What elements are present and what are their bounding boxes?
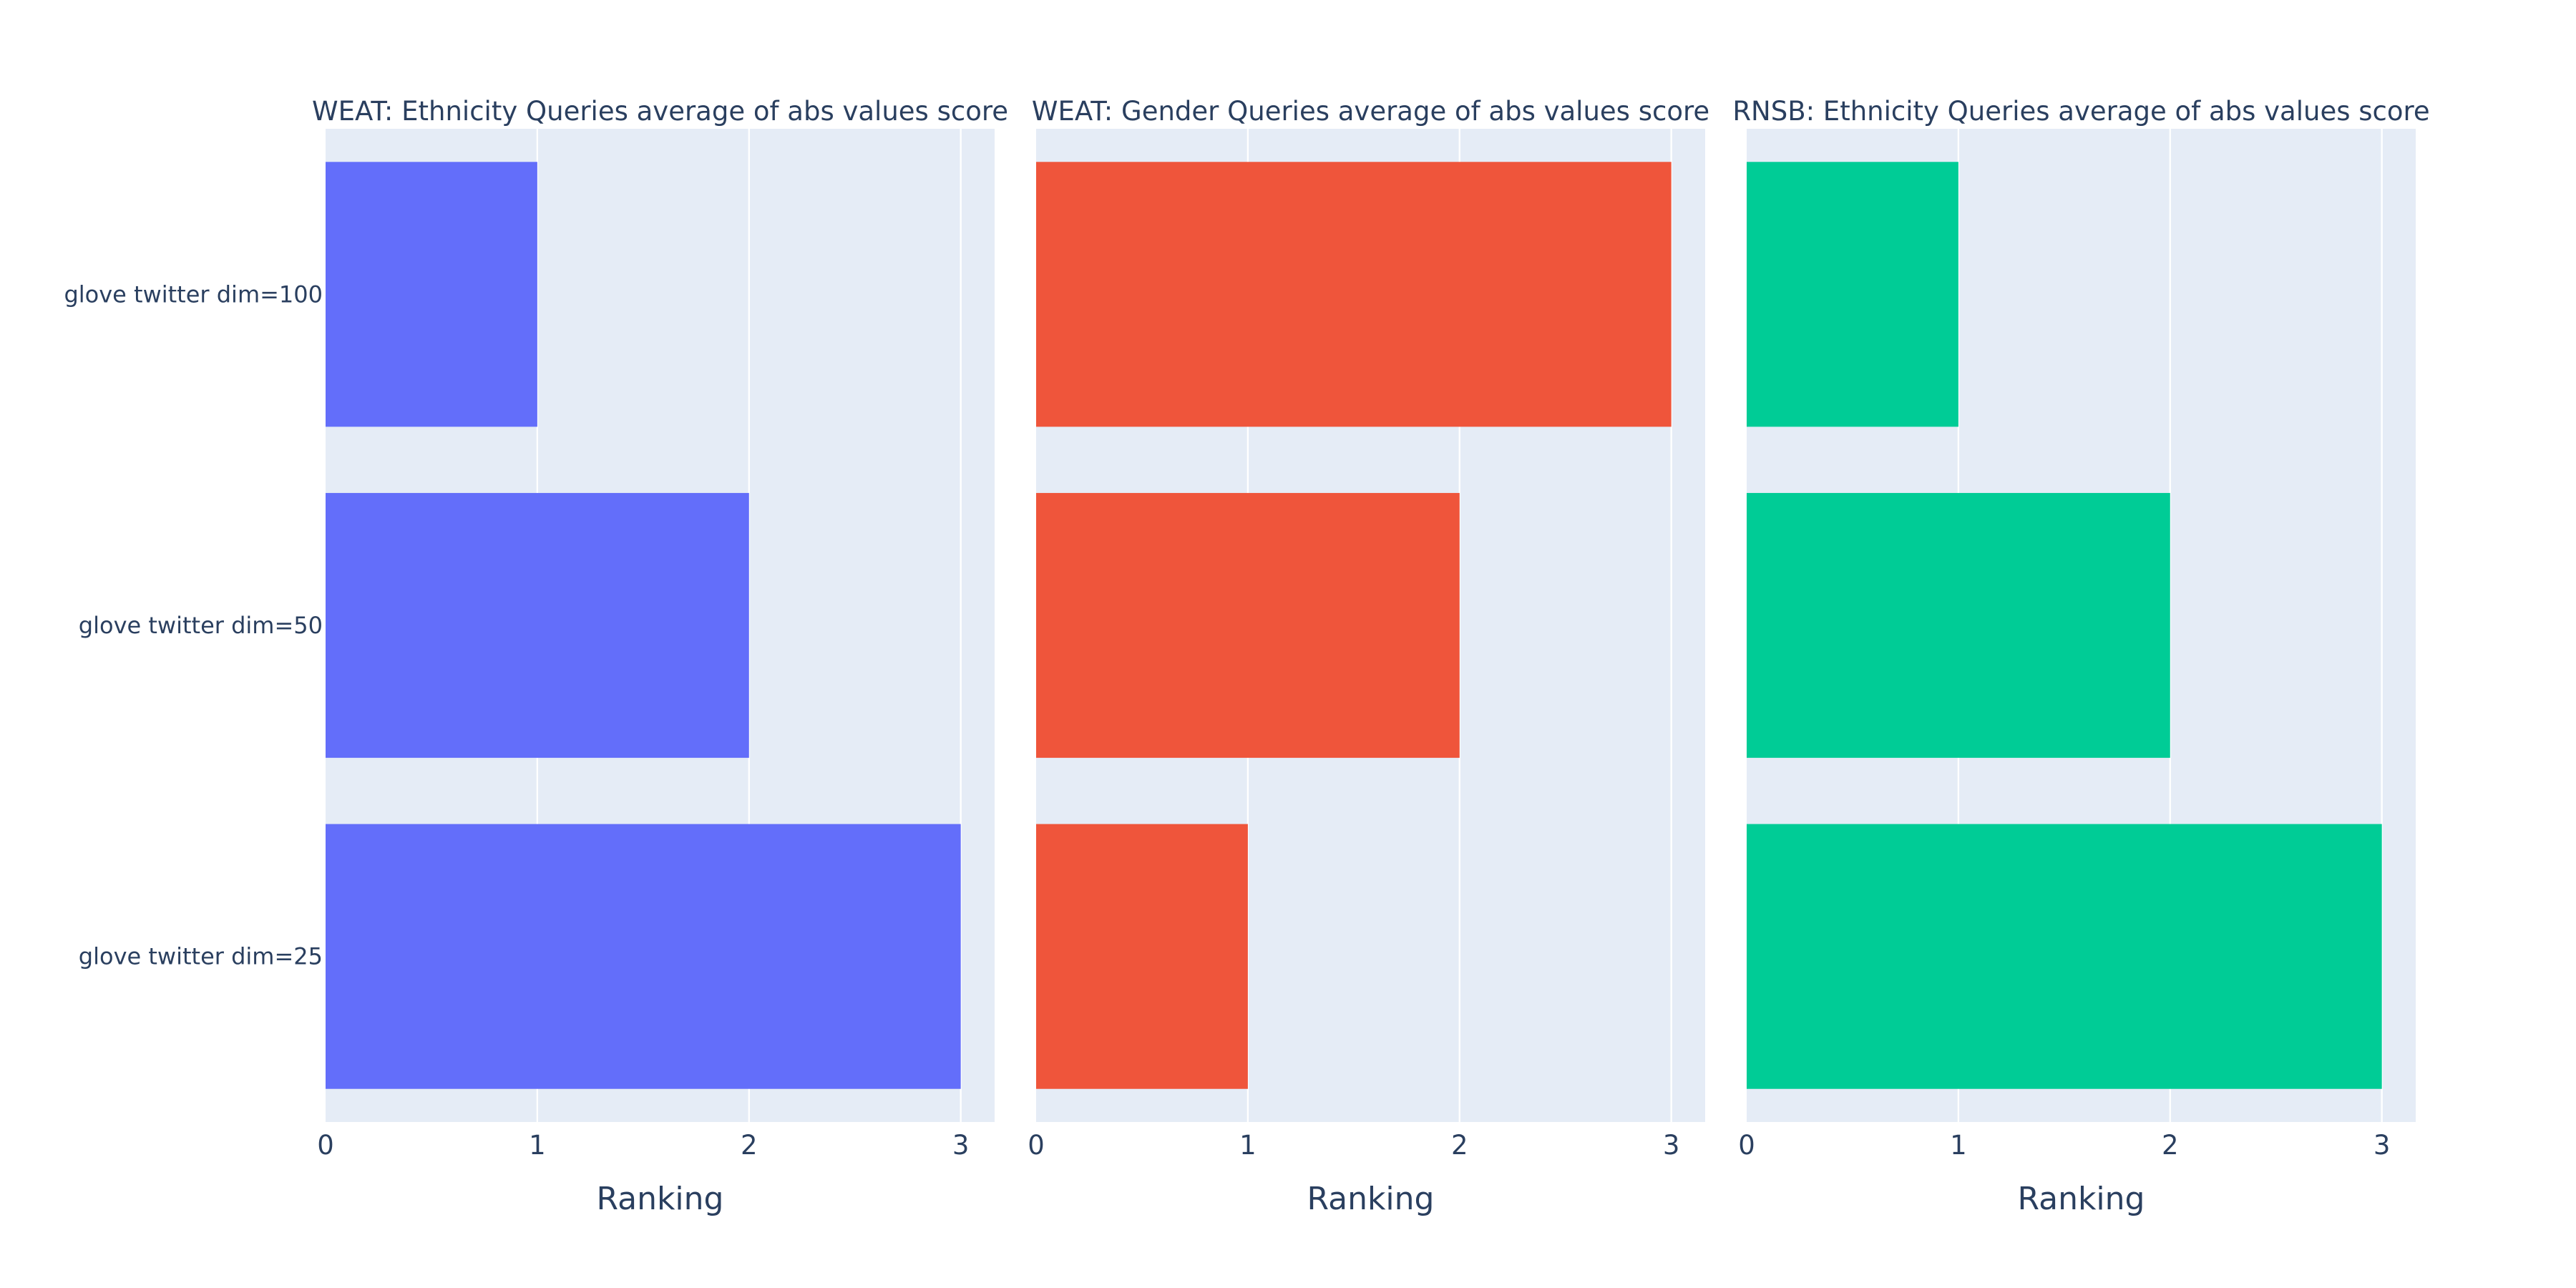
bar bbox=[1747, 824, 2382, 1089]
x-tick-label: 1 bbox=[529, 1130, 546, 1161]
bar bbox=[1036, 824, 1248, 1089]
x-tick-label: 0 bbox=[1738, 1130, 1755, 1161]
chart-panels: glove twitter dim=100 glove twitter dim=5… bbox=[64, 96, 2429, 1217]
x-tick-label: 3 bbox=[952, 1130, 970, 1161]
x-tick-label: 1 bbox=[1239, 1130, 1257, 1161]
chart-title: WEAT: Gender Queries average of abs valu… bbox=[1032, 96, 1709, 127]
y-category-label: glove twitter dim=25 bbox=[79, 943, 323, 970]
x-tick-label: 3 bbox=[2373, 1130, 2391, 1161]
x-tick-label: 2 bbox=[741, 1130, 758, 1161]
chart-panel-3: 0 1 2 3 Ranking RNSB: Ethnicity Queries avera… bbox=[1732, 96, 2429, 1217]
x-axis-label: Ranking bbox=[597, 1181, 724, 1217]
bar bbox=[326, 492, 749, 758]
x-axis-label: Ranking bbox=[1307, 1181, 1435, 1217]
x-tick-label: 2 bbox=[1451, 1130, 1468, 1161]
bar bbox=[1747, 162, 1958, 427]
chart-panel-2: 0 1 2 3 Ranking WEAT: Gender Queries average … bbox=[1028, 96, 1709, 1217]
bar bbox=[1036, 162, 1672, 427]
x-tick-label: 0 bbox=[1028, 1130, 1045, 1161]
x-tick-label: 3 bbox=[1663, 1130, 1680, 1161]
bar bbox=[1747, 492, 2170, 758]
x-tick-label: 0 bbox=[317, 1130, 334, 1161]
bar bbox=[326, 162, 537, 427]
bar bbox=[326, 824, 961, 1089]
chart-title: WEAT: Ethnicity Queries average of abs v… bbox=[312, 96, 1008, 127]
y-category-label: glove twitter dim=50 bbox=[79, 612, 323, 639]
bar bbox=[1036, 492, 1460, 758]
x-axis-label: Ranking bbox=[2018, 1181, 2145, 1217]
y-category-label: glove twitter dim=100 bbox=[64, 280, 323, 308]
chart-panel-1: glove twitter dim=100 glove twitter dim=5… bbox=[64, 96, 1008, 1217]
chart-title: RNSB: Ethnicity Queries average of abs v… bbox=[1732, 96, 2429, 127]
x-tick-label: 2 bbox=[2162, 1130, 2179, 1161]
x-tick-label: 1 bbox=[1950, 1130, 1967, 1161]
